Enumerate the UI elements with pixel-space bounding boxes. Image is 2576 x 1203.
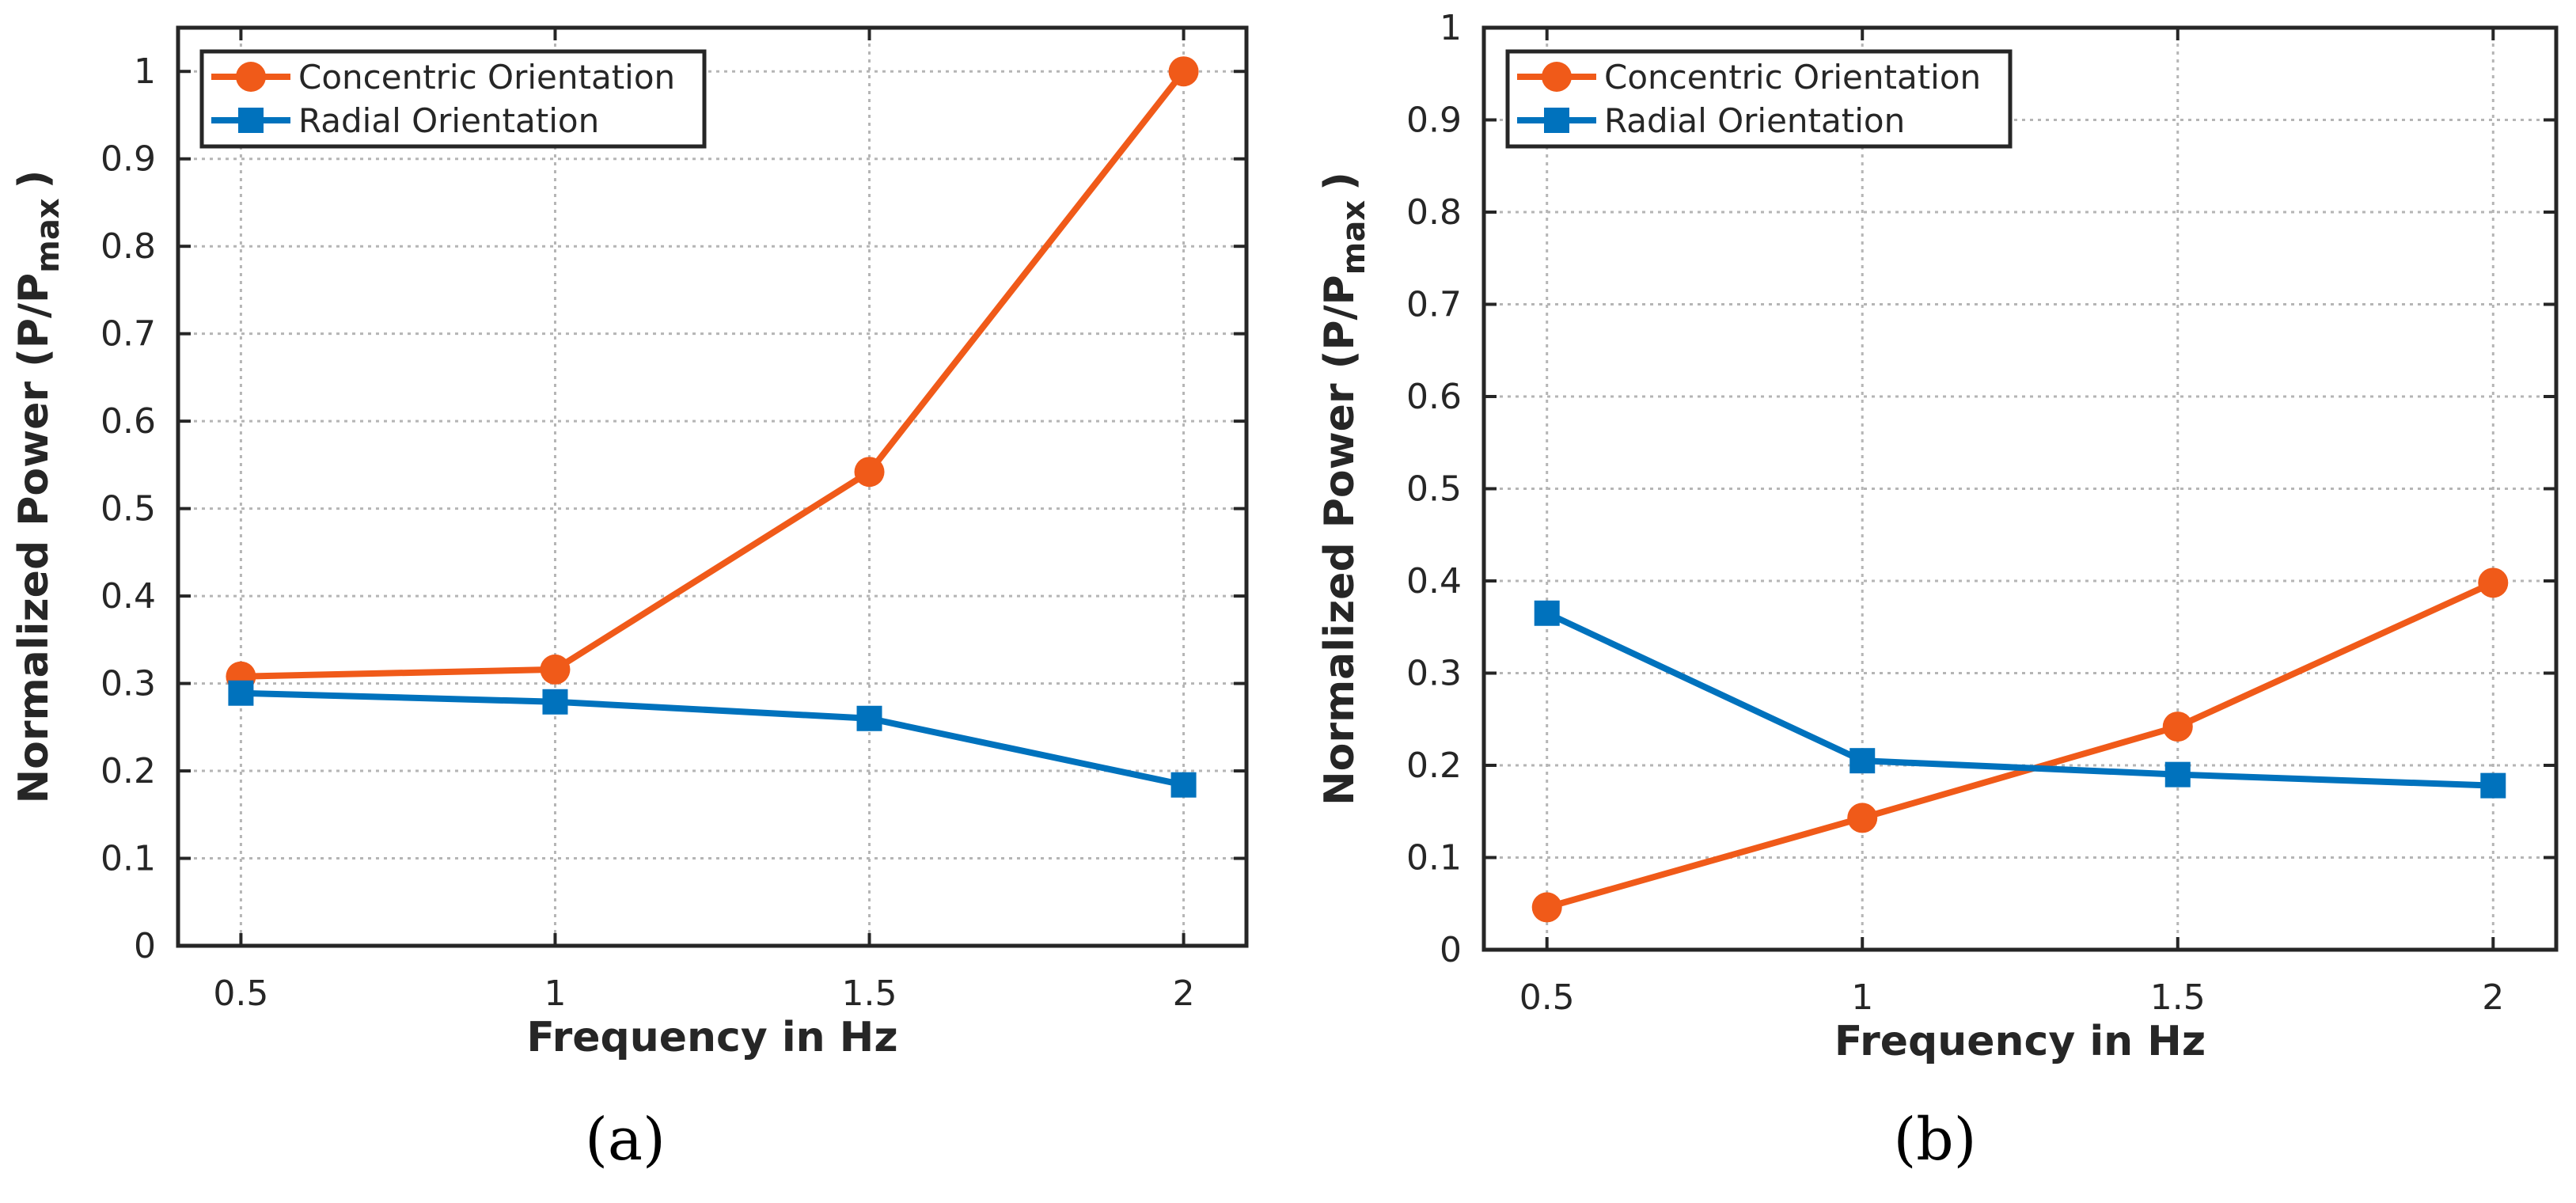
y-tick-label: 0.2: [1406, 746, 1462, 786]
data-point: [1531, 892, 1562, 923]
x-tick-label: 1.5: [2150, 977, 2206, 1018]
x-tick-label: 1: [1851, 977, 1873, 1018]
y-tick-label: 0.3: [101, 664, 156, 704]
data-point: [1170, 772, 1197, 798]
data-point: [2164, 761, 2191, 787]
y-axis-title-main: Normalized Power (P/P: [1316, 275, 1364, 806]
y-tick-label: 0.4: [1406, 561, 1462, 602]
y-axis-title-subscript: max: [30, 198, 66, 273]
data-point: [2480, 772, 2506, 799]
data-point: [540, 654, 571, 685]
data-point: [228, 680, 254, 706]
legend-marker: [1542, 62, 1572, 92]
legend-marker: [236, 62, 266, 92]
x-tick-label: 2: [2482, 977, 2504, 1018]
y-tick-label: 0.1: [101, 839, 156, 879]
data-point: [1168, 56, 1199, 87]
y-tick-label: 0.9: [1406, 101, 1462, 141]
y-tick-label: 1: [134, 51, 156, 92]
y-axis-title: Normalized Power (P/Pmax): [10, 170, 66, 804]
data-point: [1534, 600, 1560, 626]
x-tick-label: 1: [544, 973, 566, 1014]
y-axis-title-main: Normalized Power (P/P: [10, 273, 58, 804]
data-point: [854, 457, 885, 488]
y-tick-label: 0.2: [101, 751, 156, 791]
y-tick-label: 0.7: [101, 314, 156, 355]
x-tick-label: 1.5: [842, 973, 897, 1014]
y-tick-label: 0.6: [1406, 377, 1462, 417]
y-tick-label: 0.7: [1406, 285, 1462, 325]
x-axis-title: Frequency in Hz: [1834, 1018, 2206, 1065]
y-tick-label: 1: [1440, 8, 1462, 48]
data-point: [542, 689, 568, 715]
y-axis-title-close: ): [1316, 172, 1364, 191]
series-line: [1546, 610, 2494, 789]
series-line: [241, 689, 1185, 788]
panel-caption: (b): [1893, 1106, 1976, 1174]
legend-label: Concentric Orientation: [298, 58, 675, 97]
legend: Concentric Orientation Radial Orientation: [199, 49, 707, 149]
x-tick-label: 0.5: [213, 973, 268, 1014]
legend-label: Radial Orientation: [1604, 101, 1905, 140]
y-tick-label: 0.8: [101, 226, 156, 267]
y-tick-label: 0.3: [1406, 654, 1462, 694]
x-axis-title: Frequency in Hz: [526, 1014, 897, 1061]
y-tick-label: 0.5: [1406, 469, 1462, 510]
legend-marker: [1544, 108, 1569, 133]
series-line: [1546, 579, 2494, 911]
y-tick-label: 0.9: [101, 139, 156, 180]
series-line: [241, 69, 1186, 680]
y-tick-label: 0.5: [101, 489, 156, 529]
axes-box: [176, 25, 1249, 948]
data-point: [2478, 567, 2509, 598]
legend: Concentric Orientation Radial Orientation: [1505, 49, 2013, 149]
x-tick-label: 0.5: [1519, 977, 1575, 1018]
data-point: [856, 705, 882, 731]
panel-caption: (a): [585, 1106, 666, 1174]
y-tick-label: 0.1: [1406, 838, 1462, 879]
y-tick-label: 0: [1440, 930, 1462, 970]
legend-label: Radial Orientation: [298, 101, 599, 140]
data-point: [1849, 748, 1876, 774]
legend-box: [199, 49, 707, 149]
chart-panel-1: 0 0.1 0.2 0.3 0.4 0.5 0.6 0.7 0.8 0.9 1 0.5 1 1.5 2 Fre…: [1316, 8, 2559, 1174]
data-point: [1847, 803, 1878, 833]
legend-label: Concentric Orientation: [1604, 58, 1981, 97]
y-tick-label: 0.8: [1406, 192, 1462, 233]
legend-marker: [238, 108, 264, 133]
y-axis-title: Normalized Power (P/Pmax): [1316, 172, 1372, 806]
chart-panel-0: 0 0.1 0.2 0.3 0.4 0.5 0.6 0.7 0.8 0.9 1 0.5 1 1.5 2 Fre…: [10, 25, 1249, 1174]
y-axis-title-close: ): [10, 170, 58, 189]
y-axis-title-subscript: max: [1336, 200, 1372, 275]
data-point: [2162, 712, 2193, 742]
y-tick-label: 0.4: [101, 576, 156, 617]
y-tick-label: 0: [134, 926, 156, 966]
y-tick-label: 0.6: [101, 401, 156, 442]
x-tick-label: 2: [1173, 973, 1195, 1014]
legend-box: [1505, 49, 2013, 149]
